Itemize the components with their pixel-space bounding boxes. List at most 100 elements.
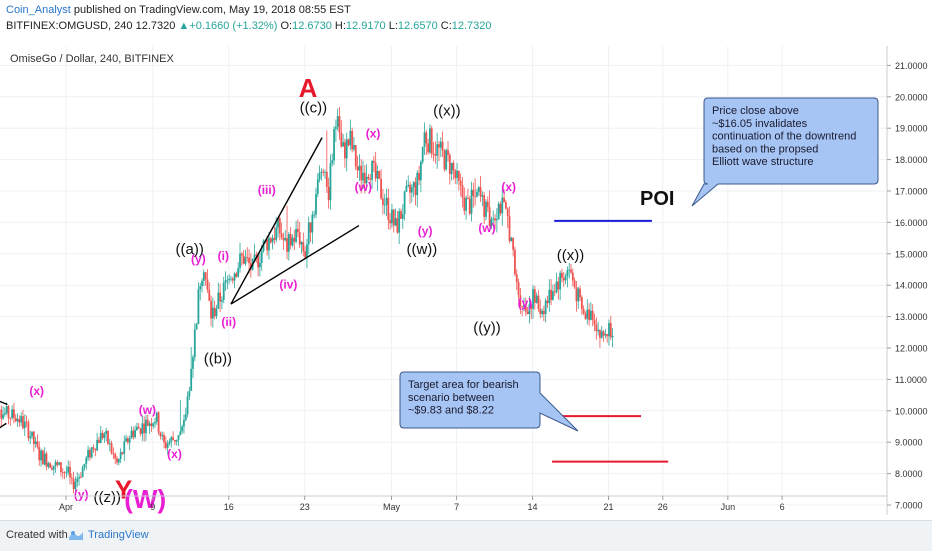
candle-body [89, 450, 91, 457]
candle-body [514, 250, 516, 274]
x-tick-label: Jun [721, 502, 736, 512]
candle-body [360, 166, 362, 181]
candle-body [556, 282, 558, 293]
candle-body [400, 211, 402, 219]
candle-body [11, 409, 13, 418]
wave-label: ((x)) [433, 103, 460, 120]
candle-body [595, 324, 597, 331]
wave-label: (x) [501, 180, 516, 194]
candle-body [431, 128, 433, 153]
wave-label: (w) [478, 221, 495, 235]
candle-body [288, 234, 290, 252]
candle-body [442, 142, 444, 151]
candle-body [176, 440, 178, 442]
candle-body [198, 289, 200, 324]
candle-body [467, 198, 469, 199]
candle-body [333, 129, 335, 160]
candle-body [275, 228, 277, 240]
candle-body [226, 280, 228, 281]
candle-body [451, 163, 453, 174]
candle-body [420, 162, 422, 180]
tradingview-link[interactable]: TradingView [88, 529, 149, 541]
candle-body [147, 420, 149, 426]
candle-body [310, 222, 312, 232]
candle-body [319, 173, 321, 180]
candle-body [581, 297, 583, 309]
candle-body [429, 128, 431, 152]
candle-body [149, 424, 151, 426]
candle-body [402, 214, 404, 219]
up-arrow-icon: ▲ [178, 20, 189, 32]
candle-body [443, 151, 445, 170]
candle-body [6, 406, 8, 413]
candle-body [284, 238, 286, 240]
x-tick-label: 6 [780, 502, 785, 512]
symbol-name[interactable]: BITFINEX:OMGUSD, 240 [6, 20, 133, 32]
candle-body [463, 198, 465, 211]
candle-body [47, 463, 49, 466]
candle-body [357, 167, 359, 171]
candle-body [306, 244, 308, 257]
candle-body [239, 254, 241, 268]
wave-label: (w) [355, 180, 372, 194]
candle-body [203, 272, 205, 281]
candle-body [543, 311, 545, 314]
candle-body [31, 432, 33, 437]
candle-body [194, 330, 196, 358]
candle-body [51, 468, 53, 470]
candle-body [449, 155, 451, 174]
candle-body [190, 369, 192, 391]
candle-body [328, 187, 330, 200]
candle-body [371, 161, 373, 180]
invalidation-callout-line: ~$16.05 invalidates [712, 118, 808, 130]
candle-body [210, 301, 212, 319]
candle-body [154, 422, 156, 423]
candle-body [351, 131, 353, 150]
price-chart[interactable]: OmiseGo / Dollar, 240, BITFINEX POI Pric… [0, 40, 932, 520]
wave-label: ((w)) [406, 241, 437, 258]
candle-body [594, 320, 596, 325]
candle-body [550, 290, 552, 300]
candle-body [38, 447, 40, 460]
candle-body [185, 414, 187, 420]
candle-body [44, 454, 46, 465]
target-callout-line: Target area for bearish [408, 379, 519, 391]
candle-body [290, 234, 292, 245]
candle-body [478, 187, 480, 192]
candle-body [143, 423, 145, 433]
y-tick-label: 10.0000 [895, 406, 928, 416]
candle-body [141, 423, 143, 433]
candle-body [183, 420, 185, 426]
candle-body [67, 467, 69, 473]
candle-body [71, 478, 73, 479]
candle-body [434, 154, 436, 156]
x-tick-label: 14 [528, 502, 538, 512]
candle-body [91, 447, 93, 457]
candle-body [9, 418, 11, 419]
candle-body [230, 279, 232, 280]
candle-body [196, 324, 198, 329]
x-tick-label: 21 [603, 502, 613, 512]
candle-body [15, 418, 17, 421]
y-tick-label: 13.0000 [895, 312, 928, 322]
candle-body [588, 310, 590, 320]
candle-body [492, 218, 494, 219]
candle-body [340, 133, 342, 147]
tradingview-logo-icon[interactable] [68, 529, 84, 541]
candle-body [606, 334, 608, 336]
candle-body [601, 331, 603, 337]
wave-label: (ii) [221, 315, 236, 329]
candle-body [232, 279, 234, 281]
candle-body [132, 431, 134, 437]
candle-body [205, 272, 207, 279]
candle-body [590, 311, 592, 320]
y-tick-label: 8.0000 [895, 469, 923, 479]
close-value: 12.7320 [452, 20, 492, 32]
author-link[interactable]: Coin_Analyst [6, 4, 71, 16]
candle-body [243, 256, 245, 264]
candle-body [17, 419, 19, 421]
candle-body [122, 452, 124, 453]
candle-body [308, 222, 310, 244]
candle-body [120, 452, 122, 459]
y-tick-label: 11.0000 [895, 375, 927, 385]
